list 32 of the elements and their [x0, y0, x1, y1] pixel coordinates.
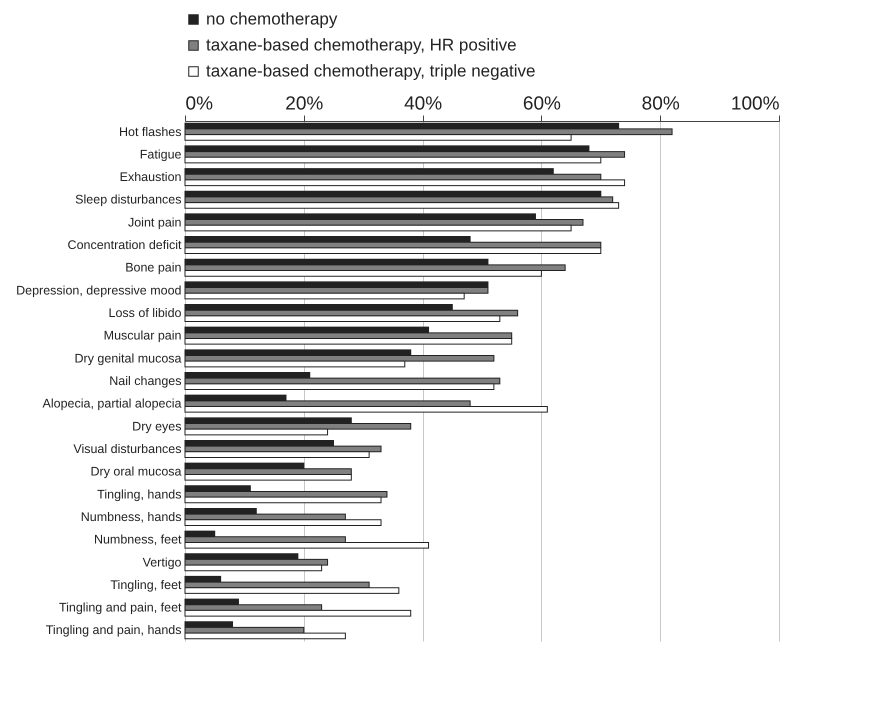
- y-tick-label: Numbness, hands: [80, 510, 182, 524]
- y-tick-label: Dry eyes: [132, 419, 182, 434]
- y-tick-label: Dry oral mucosa: [90, 464, 182, 479]
- x-tick-label: 0%: [186, 94, 214, 114]
- y-tick-label: Dry genital mucosa: [74, 351, 182, 366]
- y-tick-label: Bone pain: [125, 260, 182, 275]
- x-tick-label: 100%: [730, 94, 780, 114]
- y-tick-label: Muscular pain: [104, 328, 182, 343]
- y-tick-label: Nail changes: [109, 374, 182, 388]
- y-tick-label: Vertigo: [142, 555, 182, 570]
- x-tick-label: 20%: [285, 94, 324, 114]
- y-tick-label: Sleep disturbances: [75, 192, 182, 207]
- y-tick-label: Tingling, hands: [97, 487, 182, 502]
- y-tick-label: Tingling and pain, hands: [46, 623, 182, 638]
- legend-label: no chemotherapy: [206, 10, 338, 28]
- y-tick-label: Fatigue: [140, 147, 182, 162]
- y-tick-label: Visual disturbances: [73, 442, 182, 456]
- y-tick-label: Alopecia, partial alopecia: [42, 396, 182, 411]
- y-tick-label: Exhaustion: [120, 170, 182, 184]
- x-tick-label: 60%: [522, 94, 562, 114]
- y-tick-label: Numbness, feet: [94, 532, 182, 547]
- x-tick-label: 40%: [404, 94, 442, 114]
- y-tick-label: Tingling and pain, feet: [58, 600, 182, 615]
- y-tick-label: Tingling, feet: [110, 578, 182, 592]
- y-tick-label: Hot flashes: [118, 124, 182, 139]
- x-tick-label: 80%: [642, 94, 680, 114]
- y-tick-label: Joint pain: [128, 215, 182, 230]
- y-tick-label: Loss of libido: [108, 306, 182, 320]
- legend-label: taxane-based chemotherapy, triple negative: [206, 62, 536, 80]
- legend-label: taxane-based chemotherapy, HR positive: [206, 36, 517, 54]
- y-tick-label: Depression, depressive mood: [16, 283, 182, 298]
- y-tick-label: Concentration deficit: [68, 238, 182, 252]
